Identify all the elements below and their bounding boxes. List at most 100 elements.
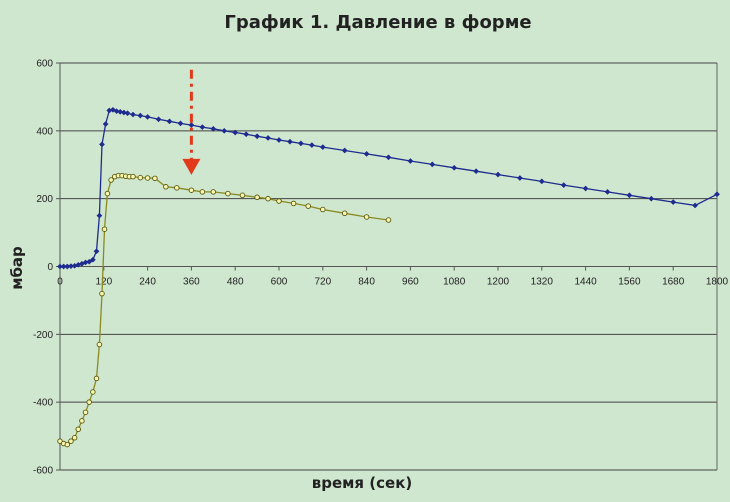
data-point bbox=[117, 108, 124, 115]
data-point bbox=[188, 122, 195, 129]
data-point bbox=[71, 435, 78, 441]
data-point bbox=[75, 426, 81, 433]
y-tick-label: -400 bbox=[33, 398, 53, 409]
data-point bbox=[174, 185, 180, 191]
data-point bbox=[297, 140, 304, 147]
data-point bbox=[385, 154, 392, 161]
x-tick-label: 0 bbox=[57, 277, 63, 288]
x-tick-label: 120 bbox=[95, 277, 112, 288]
data-point bbox=[93, 375, 100, 382]
x-tick-label: 600 bbox=[271, 277, 288, 288]
data-point bbox=[104, 190, 111, 197]
annotation-arrow-head bbox=[182, 158, 201, 175]
chart-title: График 1. Давление в форме bbox=[224, 12, 531, 33]
data-point bbox=[538, 178, 545, 185]
data-point bbox=[93, 248, 100, 255]
y-tick-label: 600 bbox=[36, 59, 53, 70]
annotation-layer bbox=[182, 69, 201, 175]
data-point bbox=[286, 138, 293, 145]
data-point bbox=[714, 191, 720, 198]
data-point bbox=[692, 202, 699, 209]
data-point bbox=[473, 168, 480, 175]
data-point bbox=[225, 190, 231, 197]
data-point bbox=[265, 195, 271, 202]
data-point bbox=[516, 175, 523, 181]
data-point bbox=[113, 108, 120, 115]
data-point bbox=[210, 125, 217, 132]
data-point bbox=[166, 118, 173, 125]
data-point bbox=[68, 438, 74, 444]
data-point bbox=[582, 185, 589, 192]
data-point bbox=[276, 137, 282, 143]
data-point bbox=[90, 389, 96, 395]
y-tick-labels: 600 400 200 0 -200 -400 -600 bbox=[33, 59, 60, 477]
x-tick-label: 1800 bbox=[706, 277, 729, 288]
data-point bbox=[101, 226, 108, 232]
series-2 bbox=[57, 172, 392, 448]
data-point bbox=[120, 109, 127, 116]
data-point bbox=[308, 142, 315, 149]
data-point bbox=[385, 217, 392, 223]
y-tick-label: -200 bbox=[33, 330, 53, 341]
data-point bbox=[265, 135, 272, 141]
x-tick-label: 1560 bbox=[618, 277, 641, 288]
x-tick-label: 1440 bbox=[574, 277, 597, 288]
data-point bbox=[199, 189, 206, 195]
data-point bbox=[96, 212, 103, 219]
y-tick-label: -600 bbox=[33, 466, 53, 477]
data-point bbox=[82, 409, 89, 416]
y-tick-label: 0 bbox=[47, 262, 53, 273]
data-point bbox=[130, 111, 136, 118]
data-point bbox=[254, 194, 260, 201]
data-point bbox=[232, 129, 239, 136]
x-tick-label: 360 bbox=[183, 277, 200, 288]
data-point bbox=[96, 341, 103, 348]
x-tick-label: 480 bbox=[227, 277, 244, 288]
x-tick-label: 960 bbox=[402, 277, 419, 288]
data-point bbox=[64, 441, 71, 448]
data-point bbox=[108, 177, 114, 183]
data-point bbox=[363, 150, 370, 157]
x-tick-label: 1680 bbox=[662, 277, 685, 288]
x-tick-label: 240 bbox=[139, 277, 156, 288]
data-point bbox=[626, 192, 633, 199]
x-tick-label: 1080 bbox=[443, 277, 466, 288]
series-layer bbox=[57, 106, 720, 448]
data-point bbox=[560, 182, 567, 189]
x-axis-title: время (сек) bbox=[312, 474, 412, 492]
series-1 bbox=[57, 106, 720, 270]
data-point bbox=[239, 192, 246, 199]
data-point bbox=[670, 199, 677, 206]
data-point bbox=[177, 120, 184, 127]
data-point bbox=[341, 147, 348, 154]
data-point bbox=[254, 133, 261, 140]
data-point bbox=[155, 116, 162, 123]
y-tick-label: 400 bbox=[36, 126, 53, 137]
data-point bbox=[604, 188, 611, 195]
x-tick-label: 1320 bbox=[531, 277, 554, 288]
data-point bbox=[305, 203, 311, 209]
x-tick-label: 720 bbox=[314, 277, 331, 288]
data-point bbox=[495, 171, 501, 178]
data-point bbox=[199, 124, 206, 131]
data-point bbox=[210, 189, 217, 195]
data-point bbox=[363, 214, 370, 220]
data-point bbox=[648, 195, 655, 202]
x-tick-labels: 0 120 240 360 480 600 720 840 960 1080 1200 1320 144… bbox=[57, 266, 729, 288]
series-line bbox=[60, 109, 718, 268]
data-point bbox=[102, 121, 109, 128]
data-point bbox=[124, 110, 131, 117]
data-point bbox=[89, 256, 96, 263]
data-point bbox=[320, 206, 326, 213]
data-point bbox=[144, 113, 151, 120]
x-tick-label: 1200 bbox=[487, 277, 510, 288]
data-point bbox=[429, 161, 436, 168]
y-tick-label: 200 bbox=[36, 194, 53, 205]
data-point bbox=[341, 210, 348, 217]
data-point bbox=[137, 174, 144, 181]
data-point bbox=[163, 184, 169, 190]
data-point bbox=[221, 127, 228, 134]
data-point bbox=[290, 200, 297, 207]
